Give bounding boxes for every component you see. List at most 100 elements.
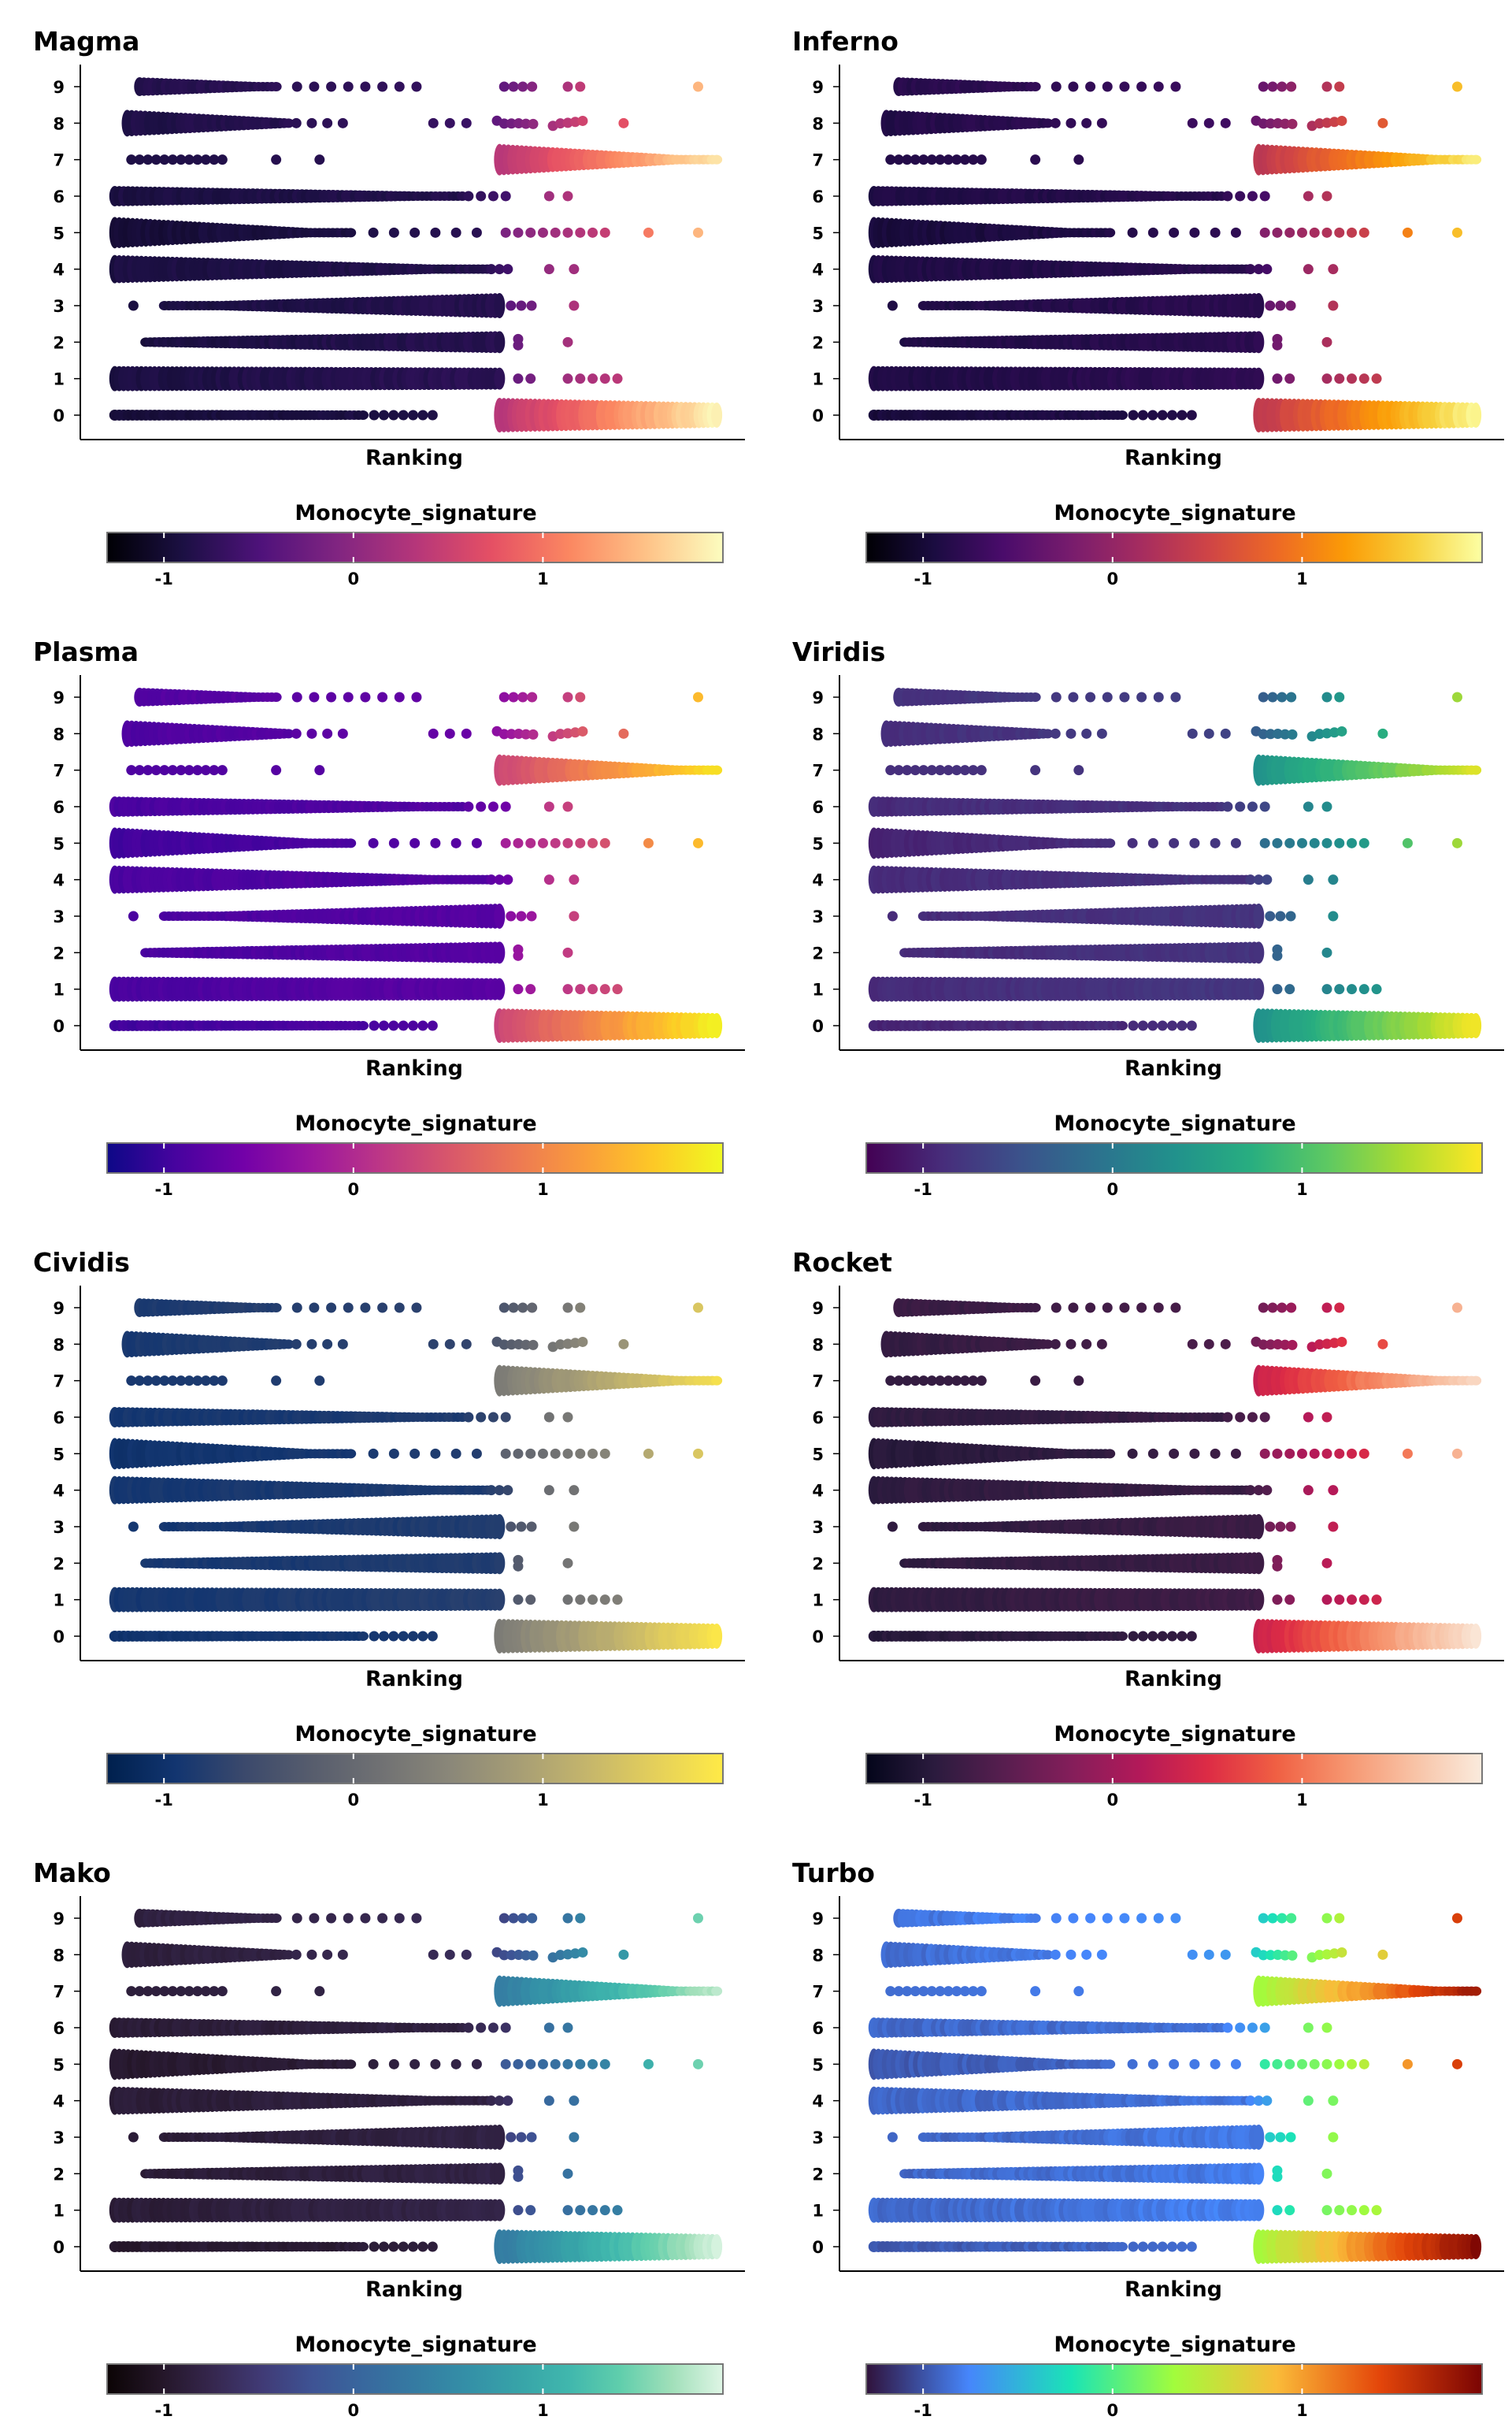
data-point (976, 154, 987, 165)
data-point (1247, 191, 1258, 202)
data-point (587, 373, 598, 384)
y-tick-label: 4 (53, 261, 65, 280)
data-point (1321, 692, 1332, 703)
data-point (1030, 765, 1041, 776)
data-point (1259, 227, 1270, 238)
data-point (1265, 300, 1276, 311)
data-point (430, 837, 441, 848)
data-point (1157, 1631, 1168, 1642)
point-cloud (868, 688, 1482, 1043)
data-point (1321, 373, 1332, 384)
legend-title: Monocyte_signature (1054, 1722, 1295, 1746)
data-point (450, 227, 461, 238)
data-point (1358, 837, 1369, 848)
y-tick-label: 7 (53, 1372, 65, 1391)
data-point (1329, 117, 1340, 128)
data-point (486, 264, 497, 275)
data-point (417, 410, 428, 421)
point-cloud (868, 77, 1482, 432)
data-point (1170, 1302, 1181, 1313)
data-point (1286, 81, 1297, 92)
data-point-band (1470, 1375, 1482, 1386)
data-point (1287, 729, 1298, 740)
data-point-band (1470, 765, 1482, 775)
data-point (543, 191, 554, 202)
data-point (1273, 118, 1284, 129)
data-point (537, 227, 548, 238)
data-point (528, 118, 539, 129)
data-point (343, 81, 354, 92)
data-point (1127, 837, 1138, 848)
data-point (968, 154, 979, 165)
y-tick-label: 5 (53, 1445, 65, 1464)
data-point (1170, 81, 1181, 92)
data-point (314, 1375, 325, 1386)
colorbar-tick-label: -1 (914, 1791, 932, 1809)
data-point (1321, 801, 1332, 812)
data-point (692, 837, 703, 848)
data-point (1371, 1594, 1382, 1605)
data-point (143, 154, 154, 165)
data-point (1136, 692, 1147, 703)
y-tick-label: 2 (53, 333, 65, 352)
data-point (537, 1448, 548, 1459)
y-tick-label: 1 (53, 1591, 65, 1610)
data-point (562, 1302, 573, 1313)
data-point (1358, 1448, 1369, 1459)
data-point (526, 300, 537, 311)
data-point (577, 1336, 588, 1347)
data-point (1262, 1485, 1273, 1496)
data-point (506, 911, 517, 922)
data-point (885, 154, 896, 165)
data-point (1147, 227, 1158, 238)
y-tick-label: 0 (53, 1628, 65, 1646)
data-point (1265, 1521, 1276, 1532)
data-point (1275, 300, 1286, 311)
data-point (388, 1448, 399, 1459)
data-point (1127, 1448, 1138, 1459)
y-tick-label: 2 (812, 333, 824, 352)
x-axis-label: Ranking (365, 1667, 463, 1691)
data-point (587, 1448, 598, 1459)
data-point (377, 81, 388, 92)
data-point (369, 1020, 380, 1031)
data-point-band (494, 293, 506, 318)
data-point (643, 1448, 654, 1459)
data-point (1358, 1594, 1369, 1605)
legend-title: Monocyte_signature (295, 501, 536, 525)
data-point (527, 81, 538, 92)
data-point (410, 227, 421, 238)
data-point (692, 692, 703, 703)
y-tick-label: 6 (812, 1409, 824, 1427)
data-point (1402, 227, 1413, 238)
data-point (1272, 333, 1283, 344)
data-point (1102, 81, 1113, 92)
data-point-band (1116, 1631, 1128, 1641)
data-point (902, 154, 913, 165)
y-tick-label: 1 (53, 370, 65, 389)
data-point (498, 118, 510, 129)
colorbar-legend: Monocyte_signature-1 0 1 (106, 501, 724, 588)
data-point (487, 1412, 498, 1423)
data-point (1296, 837, 1307, 848)
y-tick-label: 0 (812, 1628, 824, 1646)
data-point-band (1042, 118, 1054, 128)
data-point (1177, 1020, 1188, 1031)
data-point (1303, 191, 1314, 202)
data-point (476, 191, 487, 202)
data-point (562, 801, 573, 812)
data-point (527, 1302, 538, 1313)
data-point (1334, 984, 1345, 995)
data-point (951, 154, 962, 165)
data-point (1328, 911, 1339, 922)
data-point (1220, 1338, 1231, 1349)
data-point (513, 118, 524, 129)
data-point (1137, 1020, 1148, 1031)
data-point (343, 692, 354, 703)
data-point (1334, 227, 1345, 238)
data-point (513, 1554, 524, 1565)
data-point (1321, 227, 1332, 238)
colorbar-tick-label: -1 (155, 1791, 173, 1809)
data-point-band (1029, 82, 1041, 91)
y-tick-label: 7 (53, 151, 65, 170)
